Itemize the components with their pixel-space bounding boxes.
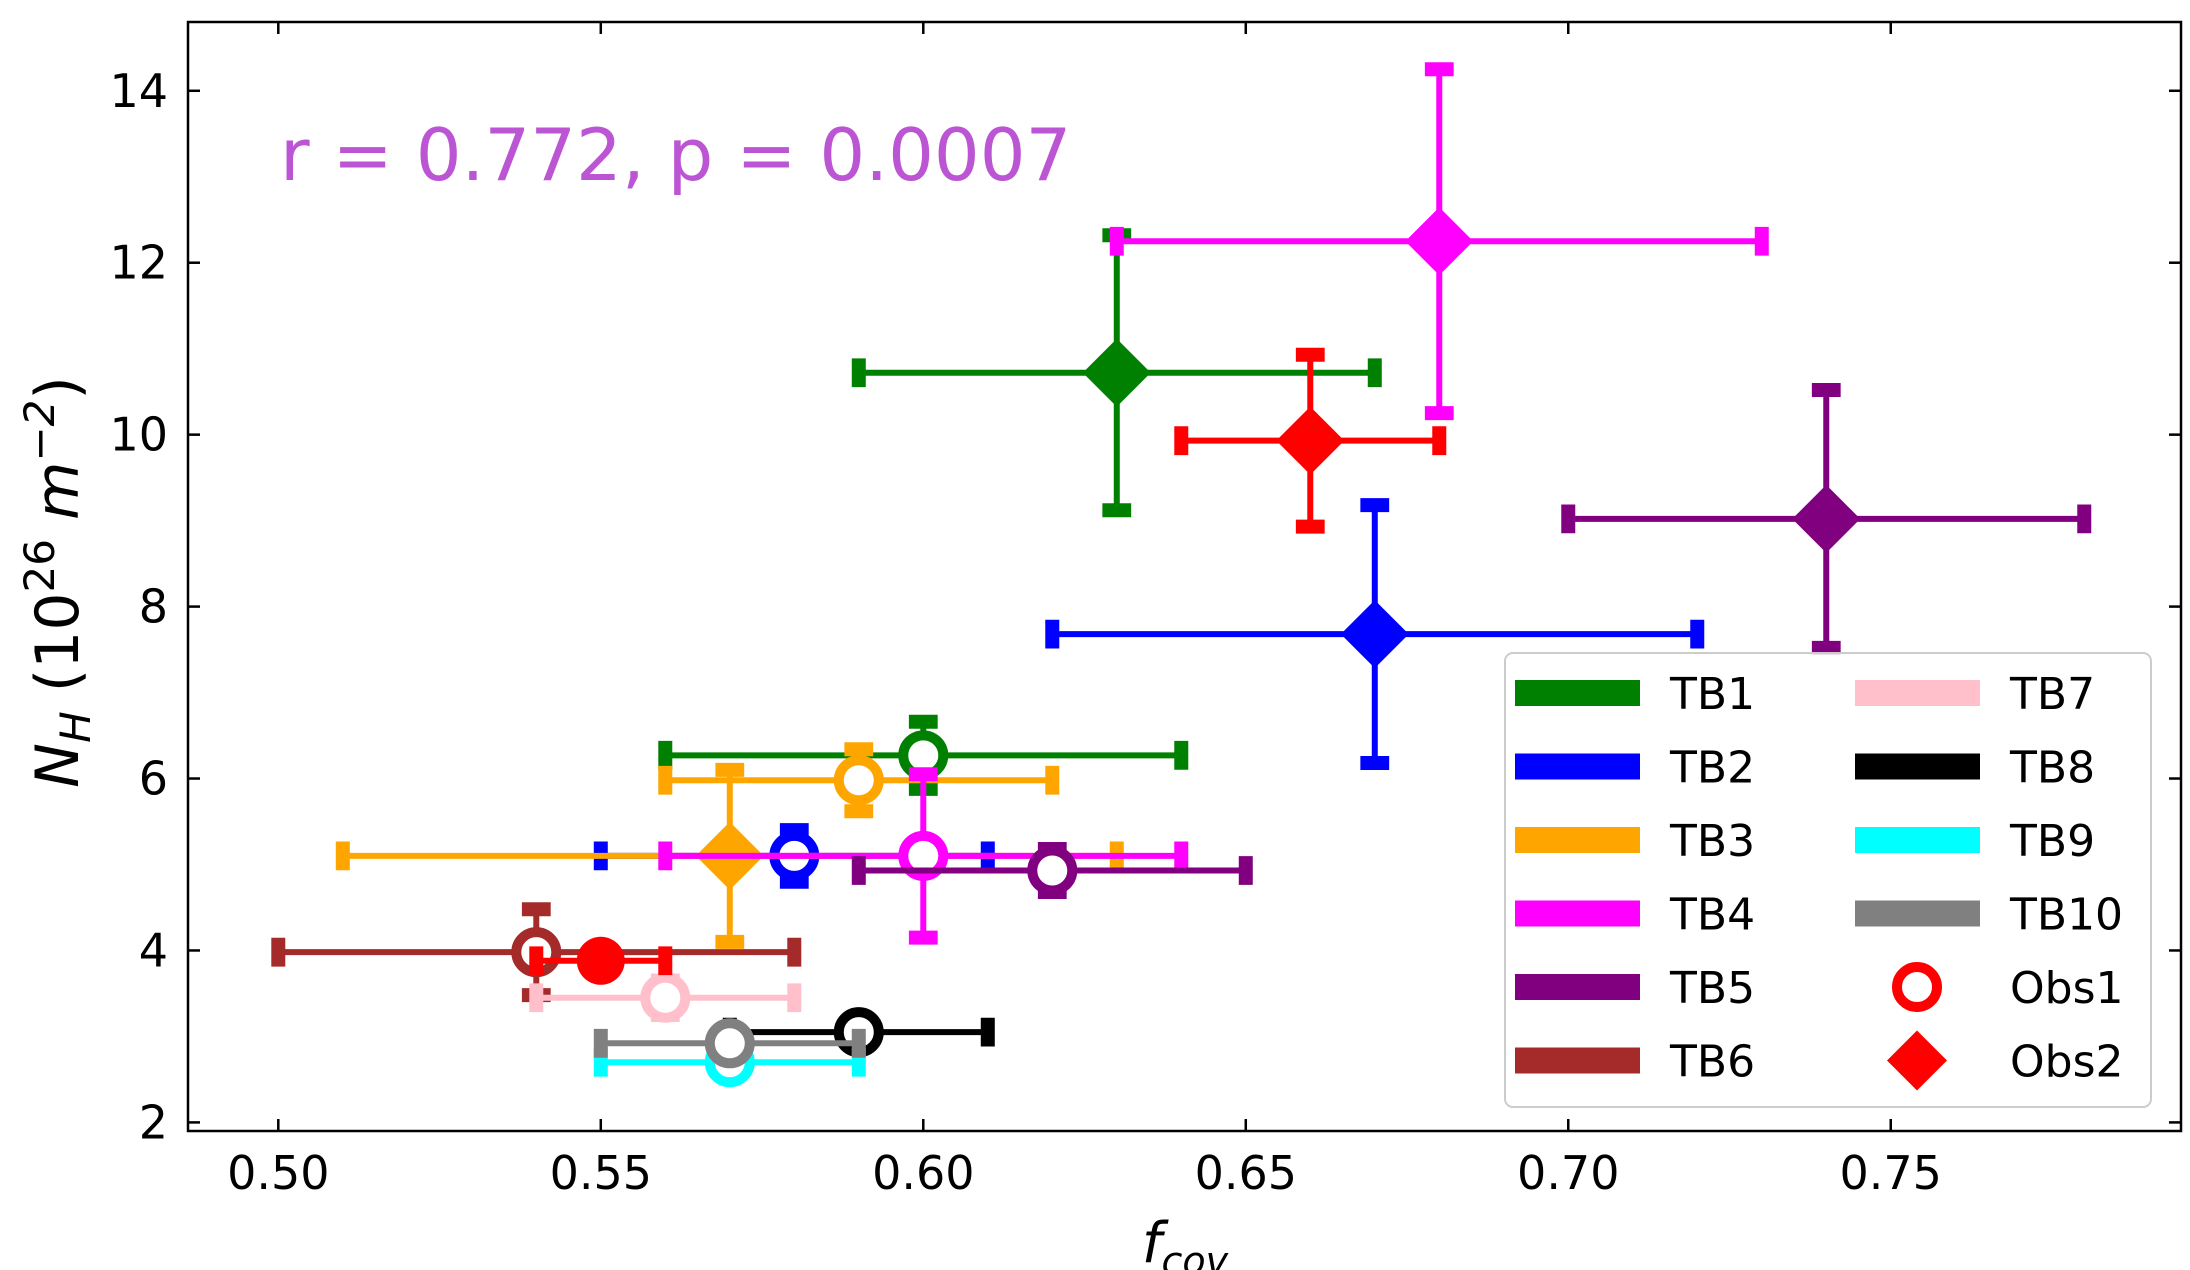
point-tb7-obs1 [529, 972, 802, 1023]
x-axis-title-sub: cov [1162, 1239, 1229, 1270]
point-tb10-obs1 [593, 1018, 866, 1069]
legend-marker [1892, 962, 1942, 1012]
x-tick-label: 0.65 [1195, 1146, 1297, 1200]
point-tb1-obs2-marker [1082, 338, 1151, 407]
legend-label: TB2 [1669, 743, 1755, 794]
point-tb4-obs2 [1109, 62, 1769, 421]
point-extra-1 [529, 936, 673, 985]
point-tb3-obs1-marker [833, 755, 884, 806]
legend-label: TB7 [2009, 669, 2095, 720]
legend-swatch [1515, 900, 1640, 927]
point-tb4-obs1-marker [898, 830, 949, 881]
y-tick-label: 2 [139, 1095, 168, 1149]
y-axis-title-open: (10 [23, 593, 93, 712]
point-tb2-obs2 [1045, 498, 1705, 771]
y-axis-title-exp: 26 [15, 539, 64, 592]
y-tick-label: 4 [139, 923, 168, 977]
legend-label: TB8 [2009, 743, 2095, 794]
x-tick-label: 0.60 [872, 1146, 974, 1200]
x-tick-label: 0.50 [227, 1146, 329, 1200]
y-axis-title-unit: m [23, 462, 93, 540]
legend-swatch [1855, 827, 1980, 853]
y-axis-title-sub: H [51, 711, 100, 743]
point-tb1-obs1 [658, 714, 1189, 796]
y-axis-title-unit-exp: −2 [15, 400, 64, 462]
legend-item-tb5: TB5 [1515, 963, 1755, 1014]
legend-swatch [1515, 1047, 1640, 1074]
point-tb5-obs1-marker [1027, 845, 1078, 896]
y-tick-label: 12 [109, 236, 168, 290]
legend-swatch [1855, 900, 1980, 927]
point-tb10-obs1-marker [704, 1018, 755, 1069]
x-tick-label: 0.70 [1517, 1146, 1619, 1200]
point-tb7-obs1-marker [640, 972, 691, 1023]
legend-item-obs1: Obs1 [1892, 962, 2123, 1014]
plot-marks [271, 62, 2092, 1088]
correlation-annotation: r = 0.772, p = 0.0007 [280, 113, 1071, 197]
point-tb5-obs1 [851, 842, 1253, 900]
legend-label: Obs1 [2010, 963, 2123, 1014]
legend: TB1 TB2 TB3 TB4 TB5 TB6 TB7 TB8 TB9 TB10 Obs1 Obs2 [1504, 652, 2152, 1108]
legend-swatch [1855, 753, 1980, 780]
legend-label: Obs2 [2010, 1037, 2123, 1088]
point-extra-1-marker [576, 936, 625, 985]
legend-label: TB3 [1669, 816, 1755, 867]
legend-swatch [1515, 680, 1640, 706]
legend-swatch [1515, 827, 1640, 853]
point-tb4-obs1 [658, 767, 1189, 945]
legend-label: TB1 [1669, 669, 1755, 720]
x-axis-title: fcov [1142, 1211, 1229, 1270]
legend-item-obs2: Obs2 [1887, 1030, 2123, 1091]
legend-item-tb7: TB7 [1855, 669, 2095, 720]
legend-swatch [1515, 974, 1640, 1000]
y-tick-label: 14 [109, 64, 168, 118]
legend-item-tb2: TB2 [1515, 743, 1755, 794]
y-axis-title-main: N [23, 743, 93, 788]
point-extra-2-marker [1276, 406, 1345, 475]
legend-label: TB6 [1669, 1037, 1755, 1088]
legend-label: TB10 [2009, 890, 2123, 941]
y-tick-label: 6 [139, 752, 168, 806]
legend-item-tb10: TB10 [1855, 890, 2123, 941]
y-axis-title-close: ) [23, 376, 93, 399]
y-tick-label: 8 [139, 580, 168, 634]
legend-item-tb1: TB1 [1515, 669, 1755, 720]
legend-label: TB9 [2009, 816, 2095, 867]
legend-swatch [1515, 753, 1640, 780]
point-extra-2 [1174, 347, 1447, 534]
point-tb5-obs2-marker [1792, 484, 1861, 553]
x-tick-label: 0.75 [1840, 1146, 1942, 1200]
legend-item-tb8: TB8 [1855, 743, 2095, 794]
legend-swatch [1855, 680, 1980, 706]
legend-item-tb9: TB9 [1855, 816, 2095, 867]
legend-box [1504, 652, 2152, 1108]
legend-item-tb6: TB6 [1515, 1037, 1755, 1088]
legend-label: TB5 [1669, 963, 1755, 1014]
legend-item-tb3: TB3 [1515, 816, 1755, 867]
point-tb2-obs2-marker [1340, 600, 1409, 669]
y-tick-label: 10 [109, 408, 168, 462]
legend-label: TB4 [1669, 890, 1755, 941]
point-tb5-obs2 [1561, 382, 2092, 655]
legend-item-tb4: TB4 [1515, 890, 1755, 941]
point-tb4-obs2-marker [1405, 207, 1474, 276]
axis-ticks: 0.50 0.55 0.60 0.65 0.70 0.75 2 4 6 8 10 12 14 [109, 22, 2181, 1200]
plot-frame [186, 20, 2183, 1133]
y-axis-title: NH (1026 m−2) [15, 376, 100, 788]
legend-marker [1887, 1030, 1947, 1091]
x-tick-label: 0.55 [550, 1146, 652, 1200]
